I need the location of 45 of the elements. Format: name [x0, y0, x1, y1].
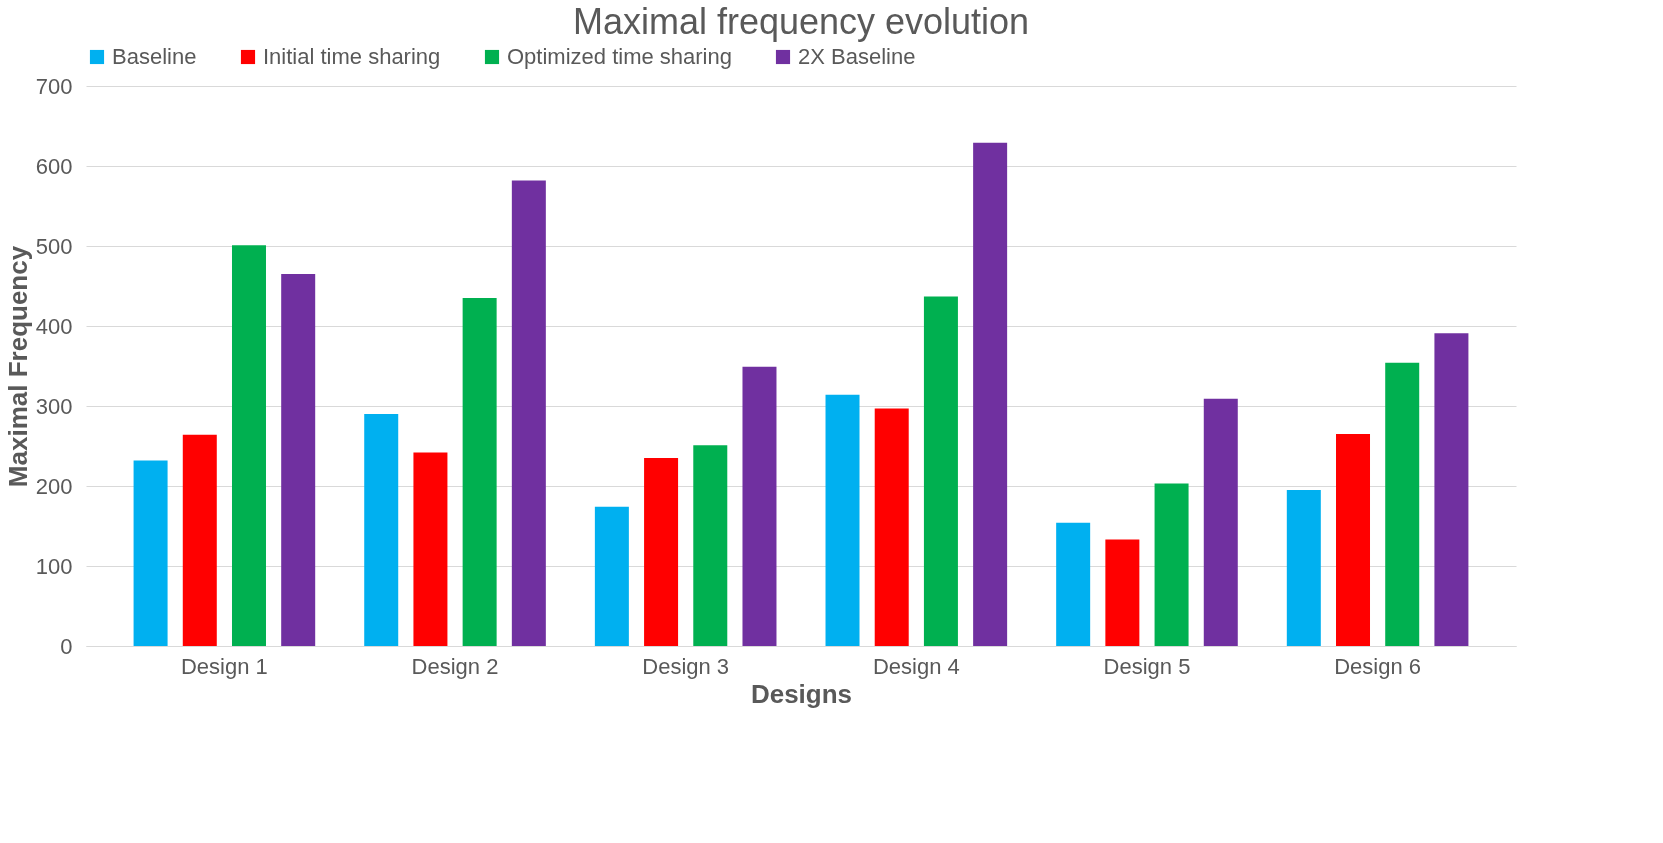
bar: [923, 296, 958, 646]
bar: [133, 460, 168, 646]
chart-title: Maximal frequency evolution: [572, 1, 1030, 42]
legend-label: 2X Baseline: [798, 44, 916, 69]
bar: [742, 366, 777, 646]
bar: [182, 434, 217, 646]
y-tick-label: 400: [35, 313, 73, 339]
bar: [594, 506, 629, 646]
x-tick-label: Design 1: [180, 653, 268, 679]
y-tick-label: 300: [35, 393, 73, 419]
bar: [281, 274, 316, 646]
y-tick-label: 600: [35, 153, 73, 179]
y-tick-label: 700: [35, 73, 73, 99]
bar: [1434, 333, 1469, 646]
bar: [1154, 483, 1189, 646]
x-axis-title: Designs: [750, 678, 853, 709]
bar: [1203, 398, 1238, 646]
bar: [1336, 434, 1371, 646]
bar: [364, 414, 399, 646]
bar: [413, 452, 448, 646]
bar: [973, 142, 1008, 646]
x-tick-label: Design 4: [872, 653, 960, 679]
x-tick-label: Design 6: [1334, 653, 1422, 679]
y-tick-label: 100: [35, 553, 73, 579]
bar: [231, 245, 266, 646]
bar: [1056, 522, 1091, 646]
bar: [1105, 539, 1140, 646]
y-tick-label: 0: [60, 633, 73, 659]
bar: [1286, 490, 1321, 646]
bar: [693, 445, 728, 646]
bar: [511, 180, 546, 646]
bar: [825, 394, 860, 646]
x-tick-label: Design 5: [1103, 653, 1191, 679]
y-tick-label: 500: [35, 233, 73, 259]
bar: [462, 298, 497, 646]
x-tick-label: Design 2: [411, 653, 499, 679]
bar: [874, 408, 909, 646]
x-tick-label: Design 3: [642, 653, 730, 679]
legend-label: Optimized time sharing: [507, 44, 732, 69]
legend-label: Baseline: [112, 44, 197, 69]
y-tick-label: 200: [35, 473, 73, 499]
bar: [1385, 362, 1420, 646]
y-axis-title: Maximal Frequency: [2, 245, 33, 488]
bar: [644, 458, 679, 646]
legend-label: Initial time sharing: [263, 44, 441, 69]
